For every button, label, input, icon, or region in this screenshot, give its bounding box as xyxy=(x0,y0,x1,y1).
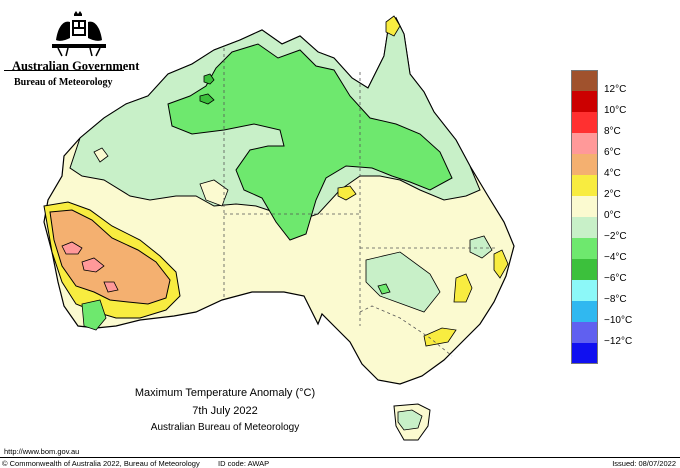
legend-swatch xyxy=(571,112,598,133)
logo-divider xyxy=(4,70,124,71)
map-title: Maximum Temperature Anomaly (°C) xyxy=(134,387,316,399)
legend-label: −12°C xyxy=(604,336,633,347)
legend-label: 4°C xyxy=(604,168,621,179)
government-title: Australian Government xyxy=(12,59,140,73)
footer-copyright: © Commonwealth of Australia 2022, Bureau… xyxy=(2,459,200,468)
legend-swatch xyxy=(571,343,598,364)
legend-swatch xyxy=(571,91,598,112)
australia-map xyxy=(43,15,515,441)
legend-swatch xyxy=(571,70,598,91)
legend-colorbar xyxy=(571,70,598,364)
footer-url[interactable]: http://www.bom.gov.au xyxy=(4,447,80,456)
legend-label: −2°C xyxy=(604,231,627,242)
legend-swatch xyxy=(571,196,598,217)
legend-swatch xyxy=(571,154,598,175)
legend-swatch xyxy=(571,322,598,343)
anomaly-minus4-north xyxy=(167,43,453,241)
legend-swatch xyxy=(571,175,598,196)
footer-issued: Issued: 08/07/2022 xyxy=(612,459,676,468)
anomaly-plus4-west xyxy=(49,209,171,305)
footer-divider xyxy=(0,457,680,458)
map-date: 7th July 2022 xyxy=(192,405,258,417)
legend-label: 8°C xyxy=(604,126,621,137)
legend-swatch xyxy=(571,133,598,154)
legend-label: 12°C xyxy=(604,84,627,95)
legend-swatch xyxy=(571,301,598,322)
legend-swatch xyxy=(571,238,598,259)
bureau-title: Bureau of Meteorology xyxy=(14,77,113,88)
legend-label: −6°C xyxy=(604,273,627,284)
legend-label: 0°C xyxy=(604,210,621,221)
legend-label: −4°C xyxy=(604,252,627,263)
map-organisation: Australian Bureau of Meteorology xyxy=(150,422,300,433)
legend-label: −8°C xyxy=(604,294,627,305)
legend-label: 6°C xyxy=(604,147,621,158)
coat-of-arms-icon xyxy=(52,11,106,57)
legend-swatch xyxy=(571,259,598,280)
legend-label: 10°C xyxy=(604,105,627,116)
legend-swatch xyxy=(571,217,598,238)
legend-swatch xyxy=(571,280,598,301)
legend-label: −10°C xyxy=(604,315,633,326)
legend-label: 2°C xyxy=(604,189,621,200)
footer-id-code: ID code: AWAP xyxy=(218,459,270,468)
